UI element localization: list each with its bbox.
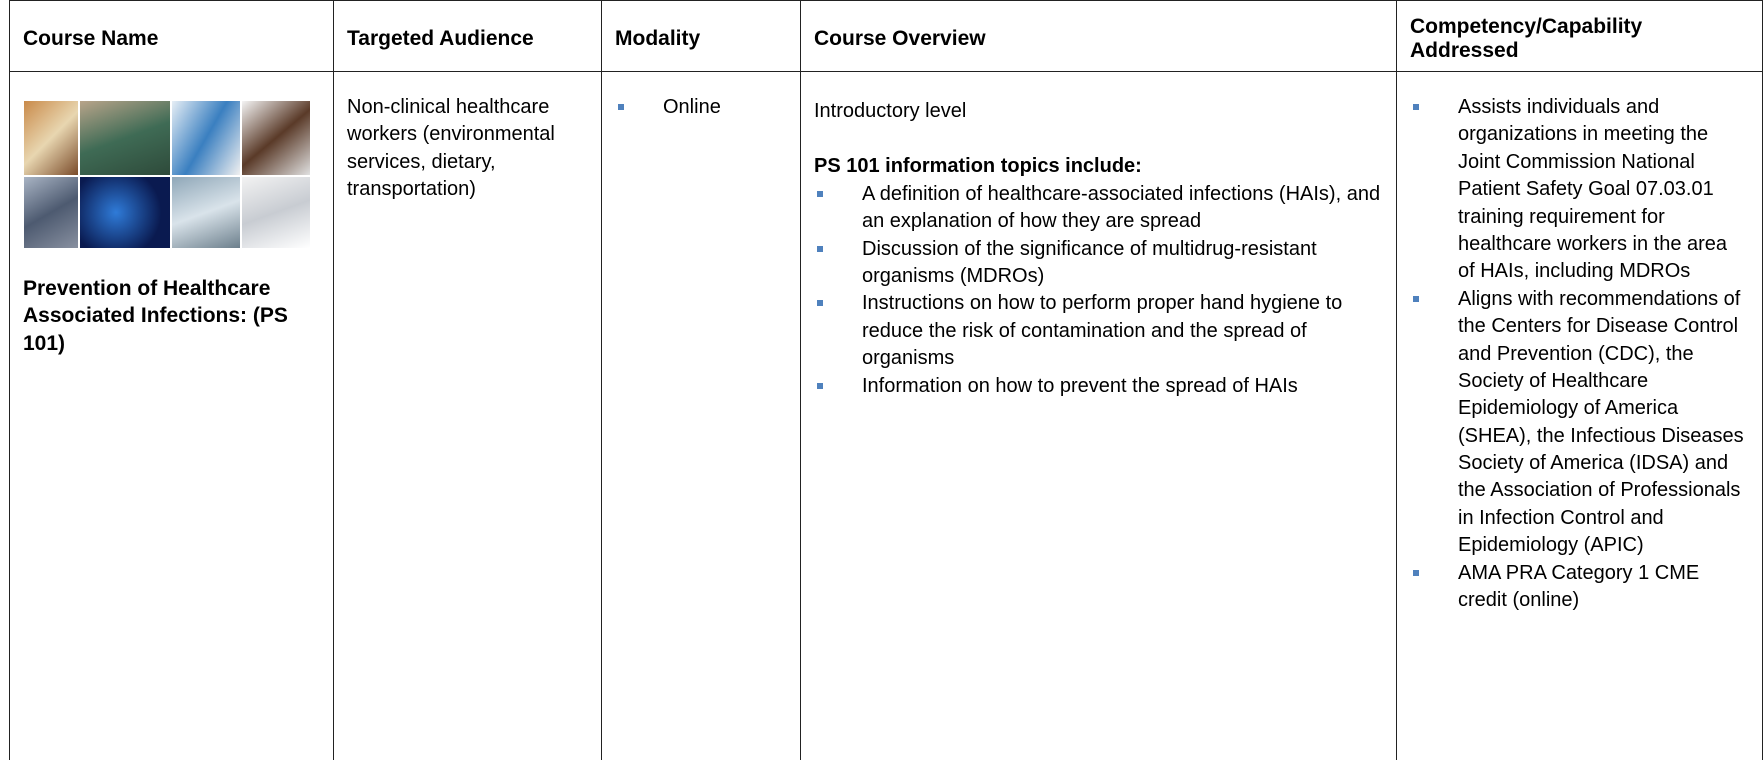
course-table: Course Name Targeted Audience Modality C… — [9, 0, 1763, 760]
audience-cell: Non-clinical healthcare workers (environ… — [334, 72, 602, 760]
competency-cell: Assists individuals and organizations in… — [1397, 72, 1763, 760]
header-cell: Course Overview — [801, 1, 1397, 72]
topic-item: A definition of healthcare-associated in… — [814, 181, 1383, 236]
course-row: Prevention of Healthcare Associated Infe… — [10, 72, 1763, 760]
competency-list: Assists individuals and organizations in… — [1410, 94, 1749, 614]
header-cell: Competency/Capability Addressed — [1397, 1, 1763, 72]
audience-text: Non-clinical healthcare workers (environ… — [347, 94, 588, 204]
competency-item: Assists individuals and organizations in… — [1410, 94, 1749, 286]
modality-list: Online — [615, 94, 787, 121]
header-cell: Targeted Audience — [334, 1, 602, 72]
overview-level: Introductory level — [814, 98, 1383, 125]
topic-item: Instructions on how to perform proper ha… — [814, 290, 1383, 372]
modality-cell: Online — [602, 72, 801, 760]
topics-list: A definition of healthcare-associated in… — [814, 181, 1383, 400]
course-name-cell: Prevention of Healthcare Associated Infe… — [10, 72, 334, 760]
competency-item: Aligns with recommendations of the Cente… — [1410, 286, 1749, 560]
modality-item: Online — [615, 94, 787, 121]
overview-cell: Introductory level PS 101 information to… — [801, 72, 1397, 760]
topics-heading: PS 101 information topics include: — [814, 153, 1383, 180]
header-row: Course Name Targeted Audience Modality C… — [10, 1, 1763, 72]
topic-item: Information on how to prevent the spread… — [814, 373, 1383, 400]
header-cell: Course Name — [10, 1, 334, 72]
topic-item: Discussion of the significance of multid… — [814, 236, 1383, 291]
image-collage — [23, 100, 311, 249]
page-body: {"table": { "header": ["Course Name", "T… — [0, 0, 1764, 727]
competency-item: AMA PRA Category 1 CME credit (online) — [1410, 560, 1749, 615]
page: html, body { margin: 0; padding: 0; widt… — [0, 0, 1764, 727]
header-cell: Modality — [602, 1, 801, 72]
course-name: Prevention of Healthcare Associated Infe… — [23, 275, 320, 357]
